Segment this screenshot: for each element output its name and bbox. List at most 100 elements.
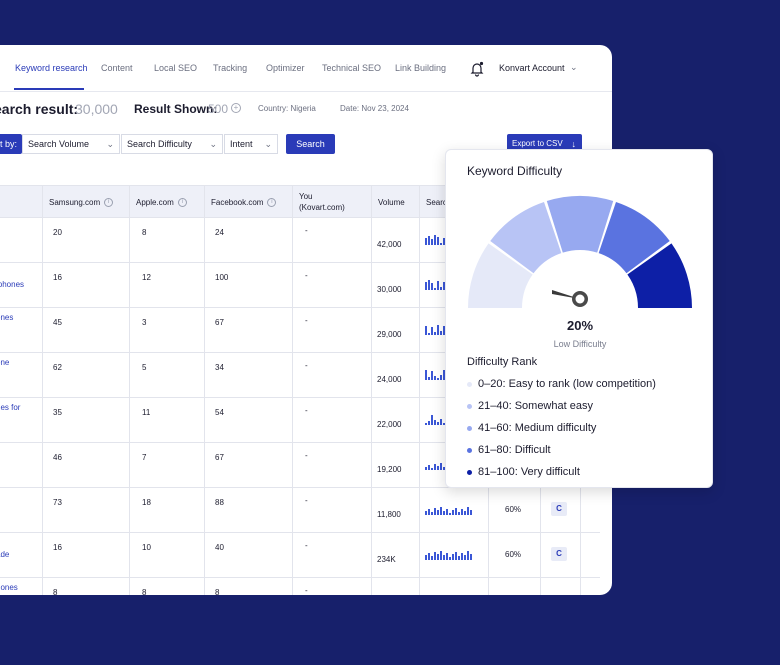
apple-rank: 8 bbox=[142, 588, 147, 595]
gauge-segment bbox=[546, 196, 614, 253]
card-title: Keyword Difficulty bbox=[467, 164, 563, 178]
column-header-volume[interactable]: Volume bbox=[378, 198, 405, 207]
search-volume-dropdown[interactable]: Search Volume ⌄ bbox=[22, 134, 120, 154]
sparkline-bar bbox=[428, 509, 430, 515]
intent-badge[interactable]: C bbox=[551, 547, 567, 561]
sparkline-bar bbox=[443, 423, 445, 425]
facebook-rank: 54 bbox=[215, 408, 224, 417]
tab-tracking[interactable]: Tracking bbox=[213, 63, 248, 73]
bullet-icon bbox=[467, 426, 472, 431]
search-button[interactable]: Search bbox=[286, 134, 335, 154]
tab-content[interactable]: Content bbox=[101, 63, 133, 73]
difficulty-rank-item: 61–80: Difficult bbox=[467, 443, 707, 465]
sparkline-bar bbox=[467, 551, 469, 560]
column-header-apple[interactable]: Apple.com i bbox=[136, 198, 187, 208]
bullet-icon bbox=[467, 382, 472, 387]
apple-rank: 3 bbox=[142, 318, 147, 327]
chevron-down-icon[interactable]: ⌄ bbox=[570, 62, 578, 72]
difficulty-rank-item: 21–40: Somewhat easy bbox=[467, 399, 707, 421]
tab-keyword-research[interactable]: Keyword research bbox=[15, 63, 88, 73]
sparkline-bar bbox=[443, 238, 445, 245]
keyword-link[interactable]: ones bbox=[0, 313, 14, 322]
sparkline-bar bbox=[440, 243, 442, 245]
tab-local-seo[interactable]: Local SEO bbox=[154, 63, 198, 73]
info-icon[interactable]: i bbox=[177, 198, 187, 208]
difficulty-percent: 60% bbox=[505, 505, 522, 514]
difficulty-rank-list: 0–20: Easy to rank (low competition) 21–4… bbox=[467, 377, 707, 487]
download-icon: ↓ bbox=[571, 139, 577, 149]
keyword-link[interactable]: one bbox=[0, 358, 10, 367]
intent-badge[interactable]: C bbox=[551, 502, 567, 516]
info-icon[interactable]: i bbox=[267, 198, 277, 208]
facebook-rank: 8 bbox=[215, 588, 220, 595]
search-difficulty-dropdown[interactable]: Search Difficulty ⌄ bbox=[121, 134, 223, 154]
sparkline-bar bbox=[428, 377, 430, 380]
keyword-link[interactable]: iphones bbox=[0, 280, 25, 289]
sparkline-bar bbox=[437, 554, 439, 560]
column-header-samsung[interactable]: Samsung.com i bbox=[49, 198, 114, 208]
sparkline-bar bbox=[425, 511, 427, 515]
difficulty-rank-item: 41–60: Medium difficulty bbox=[467, 421, 707, 443]
volume-value: 42,000 bbox=[377, 240, 402, 249]
sparkline-bar bbox=[443, 370, 445, 380]
table-row[interactable]: hones 8 8 8 - bbox=[0, 578, 600, 595]
column-divider bbox=[129, 185, 130, 595]
table-row[interactable]: ade 16 10 40 - 234K 60% C bbox=[0, 533, 600, 578]
result-shown-value: 500 bbox=[208, 102, 229, 116]
tab-link-building[interactable]: Link Building bbox=[395, 63, 447, 73]
sparkline-bar bbox=[431, 556, 433, 560]
facebook-rank: 67 bbox=[215, 318, 224, 327]
column-header-you[interactable]: You bbox=[299, 192, 313, 201]
tab-technical-seo[interactable]: Technical SEO bbox=[322, 63, 382, 73]
plus-icon[interactable]: + bbox=[231, 103, 241, 113]
sparkline-bar bbox=[425, 326, 427, 335]
account-name[interactable]: Konvart Account bbox=[499, 63, 565, 73]
bell-icon[interactable] bbox=[470, 61, 484, 77]
apple-rank: 10 bbox=[142, 543, 151, 552]
sparkline-bar bbox=[455, 552, 457, 560]
keyword-link[interactable]: ade bbox=[0, 550, 10, 559]
samsung-rank: 16 bbox=[53, 543, 62, 552]
column-divider bbox=[371, 185, 372, 595]
sparkline-bar bbox=[437, 422, 439, 425]
difficulty-rank-item: 0–20: Easy to rank (low competition) bbox=[467, 377, 707, 399]
keyword-link[interactable]: nes for bbox=[0, 403, 21, 412]
sparkline-bar bbox=[428, 421, 430, 425]
difficulty-percent: 60% bbox=[505, 550, 522, 559]
gauge-segment bbox=[490, 201, 562, 274]
sparkline-bar bbox=[425, 423, 427, 425]
sparkline-bar bbox=[437, 325, 439, 335]
column-header-you-domain: (Kovart.com) bbox=[299, 203, 345, 212]
chevron-down-icon: ⌄ bbox=[106, 139, 114, 149]
dropdown-label: Intent bbox=[230, 139, 253, 149]
sparkline-bar bbox=[428, 465, 430, 470]
column-header-facebook[interactable]: Facebook.com i bbox=[211, 198, 277, 208]
keyword-difficulty-card: Keyword Difficulty 20% Low Difficulty Di… bbox=[445, 149, 713, 488]
sparkline-bar bbox=[431, 371, 433, 380]
volume-value: 19,200 bbox=[377, 465, 402, 474]
intent-dropdown[interactable]: Intent ⌄ bbox=[224, 134, 278, 154]
sparkline-bar bbox=[425, 282, 427, 290]
search-result-count: 30,000 bbox=[75, 101, 118, 117]
sparkline-bar bbox=[443, 555, 445, 560]
keyword-link[interactable]: hones bbox=[0, 583, 18, 592]
column-header-search-trend[interactable]: Searc bbox=[426, 198, 447, 207]
info-icon[interactable]: i bbox=[104, 198, 114, 208]
sparkline-bar bbox=[428, 236, 430, 245]
sparkline-bar bbox=[446, 509, 448, 515]
sparkline-bar bbox=[428, 280, 430, 290]
you-rank: - bbox=[305, 451, 308, 460]
search-result-label: earch result: bbox=[0, 101, 79, 117]
tab-optimizer[interactable]: Optimizer bbox=[266, 63, 305, 73]
sparkline-bar bbox=[437, 466, 439, 470]
column-divider bbox=[42, 185, 43, 595]
sparkline-bar bbox=[431, 415, 433, 425]
sparkline-bar bbox=[437, 378, 439, 380]
country-label: Country: Nigeria bbox=[258, 104, 316, 113]
sparkline-bar bbox=[443, 467, 445, 470]
sparkline-bar bbox=[440, 331, 442, 335]
sparkline-bar bbox=[440, 463, 442, 470]
sparkline-bar bbox=[431, 512, 433, 515]
samsung-rank: 45 bbox=[53, 318, 62, 327]
